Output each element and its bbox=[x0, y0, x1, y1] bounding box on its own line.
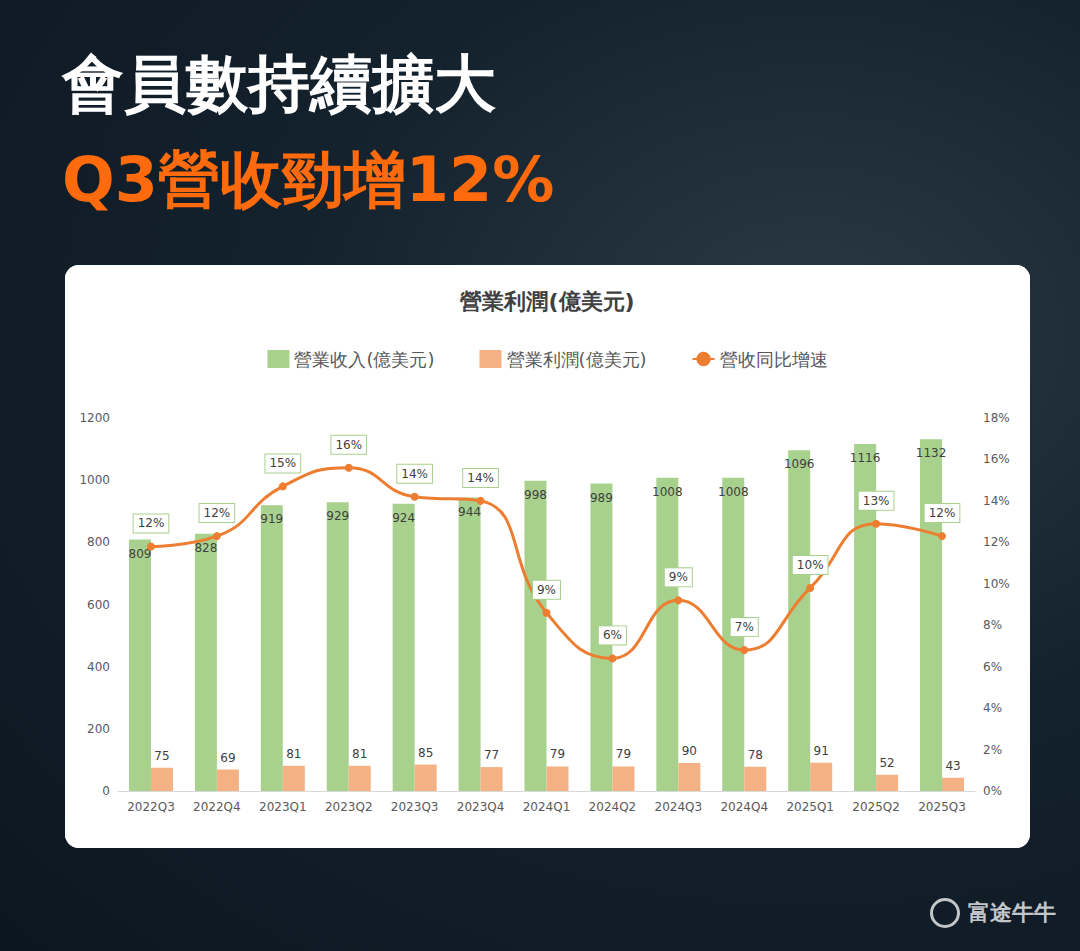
svg-text:16%: 16% bbox=[335, 438, 362, 452]
svg-text:90: 90 bbox=[682, 744, 697, 758]
svg-text:2024Q4: 2024Q4 bbox=[720, 800, 768, 814]
html-text:Q3營收勁增12%: Q3營收勁增12% bbox=[62, 143, 555, 216]
svg-text:2025Q1: 2025Q1 bbox=[786, 800, 834, 814]
svg-text:2%: 2% bbox=[983, 743, 1002, 757]
svg-text:91: 91 bbox=[814, 744, 829, 758]
svg-text:2023Q1: 2023Q1 bbox=[259, 800, 307, 814]
svg-text:10%: 10% bbox=[983, 577, 1010, 591]
svg-text:4%: 4% bbox=[983, 701, 1002, 715]
svg-text:13%: 13% bbox=[863, 494, 890, 508]
svg-text:81: 81 bbox=[352, 747, 367, 761]
svg-text:2024Q1: 2024Q1 bbox=[523, 800, 571, 814]
svg-text:79: 79 bbox=[616, 747, 631, 761]
svg-text:989: 989 bbox=[590, 491, 613, 505]
svg-text:9%: 9% bbox=[669, 570, 688, 584]
svg-text:1132: 1132 bbox=[916, 446, 947, 460]
svg-text:0: 0 bbox=[102, 784, 110, 798]
svg-text:2023Q2: 2023Q2 bbox=[325, 800, 373, 814]
svg-text:2022Q4: 2022Q4 bbox=[193, 800, 241, 814]
svg-text:14%: 14% bbox=[401, 467, 428, 481]
svg-text:77: 77 bbox=[484, 748, 499, 762]
svg-text:52: 52 bbox=[879, 756, 894, 770]
svg-text:79: 79 bbox=[550, 747, 565, 761]
svg-text:營收同比增速: 營收同比增速 bbox=[720, 349, 828, 370]
svg-text:8%: 8% bbox=[983, 618, 1002, 632]
svg-text:18%: 18% bbox=[983, 411, 1010, 425]
svg-text:809: 809 bbox=[128, 546, 152, 561]
svg-text:12%: 12% bbox=[983, 535, 1010, 549]
svg-text:1096: 1096 bbox=[784, 457, 815, 471]
svg-text:6%: 6% bbox=[603, 628, 622, 642]
svg-text:2022Q3: 2022Q3 bbox=[127, 800, 175, 814]
svg-text:400: 400 bbox=[87, 660, 110, 674]
svg-text:78: 78 bbox=[748, 748, 763, 762]
svg-text:營業利潤(億美元): 營業利潤(億美元) bbox=[507, 349, 647, 370]
svg-text:15%: 15% bbox=[269, 456, 296, 470]
svg-text:12%: 12% bbox=[204, 506, 231, 520]
svg-text:9%: 9% bbox=[537, 583, 556, 597]
svg-text:12%: 12% bbox=[138, 516, 165, 530]
svg-text:1008: 1008 bbox=[652, 485, 683, 499]
svg-text:10%: 10% bbox=[797, 558, 824, 572]
svg-text:2025Q2: 2025Q2 bbox=[852, 800, 900, 814]
svg-text:14%: 14% bbox=[983, 494, 1010, 508]
svg-text:924: 924 bbox=[392, 511, 415, 525]
svg-text:12%: 12% bbox=[929, 506, 956, 520]
svg-text:800: 800 bbox=[87, 535, 110, 549]
svg-text:1200: 1200 bbox=[79, 411, 110, 425]
svg-text:929: 929 bbox=[326, 509, 349, 523]
html-text:富途牛牛: 富途牛牛 bbox=[968, 900, 1056, 925]
svg-text:85: 85 bbox=[418, 746, 433, 760]
svg-text:14%: 14% bbox=[467, 471, 494, 485]
svg-text:43: 43 bbox=[945, 759, 960, 773]
svg-text:1000: 1000 bbox=[79, 473, 110, 487]
svg-text:2024Q2: 2024Q2 bbox=[589, 800, 637, 814]
svg-text:600: 600 bbox=[87, 598, 110, 612]
svg-text:75: 75 bbox=[154, 749, 169, 763]
svg-text:828: 828 bbox=[194, 540, 218, 555]
svg-text:1008: 1008 bbox=[718, 485, 749, 499]
svg-text:2023Q3: 2023Q3 bbox=[391, 800, 439, 814]
svg-text:2024Q3: 2024Q3 bbox=[655, 800, 703, 814]
svg-text:營業收入(億美元): 營業收入(億美元) bbox=[294, 349, 434, 370]
html-text:會員數持續擴大: 會員數持續擴大 bbox=[62, 47, 496, 120]
svg-text:944: 944 bbox=[458, 505, 481, 519]
svg-text:2023Q4: 2023Q4 bbox=[457, 800, 505, 814]
svg-text:6%: 6% bbox=[983, 660, 1002, 674]
svg-text:1116: 1116 bbox=[850, 451, 881, 465]
svg-text:69: 69 bbox=[220, 751, 235, 765]
svg-text:81: 81 bbox=[286, 747, 301, 761]
svg-text:2025Q3: 2025Q3 bbox=[918, 800, 966, 814]
svg-text:16%: 16% bbox=[983, 452, 1010, 466]
svg-text:919: 919 bbox=[260, 512, 283, 526]
svg-text:營業利潤(億美元): 營業利潤(億美元) bbox=[460, 289, 634, 314]
svg-text:200: 200 bbox=[87, 722, 110, 736]
svg-text:7%: 7% bbox=[735, 620, 754, 634]
svg-text:998: 998 bbox=[524, 488, 547, 502]
svg-text:0%: 0% bbox=[983, 784, 1002, 798]
